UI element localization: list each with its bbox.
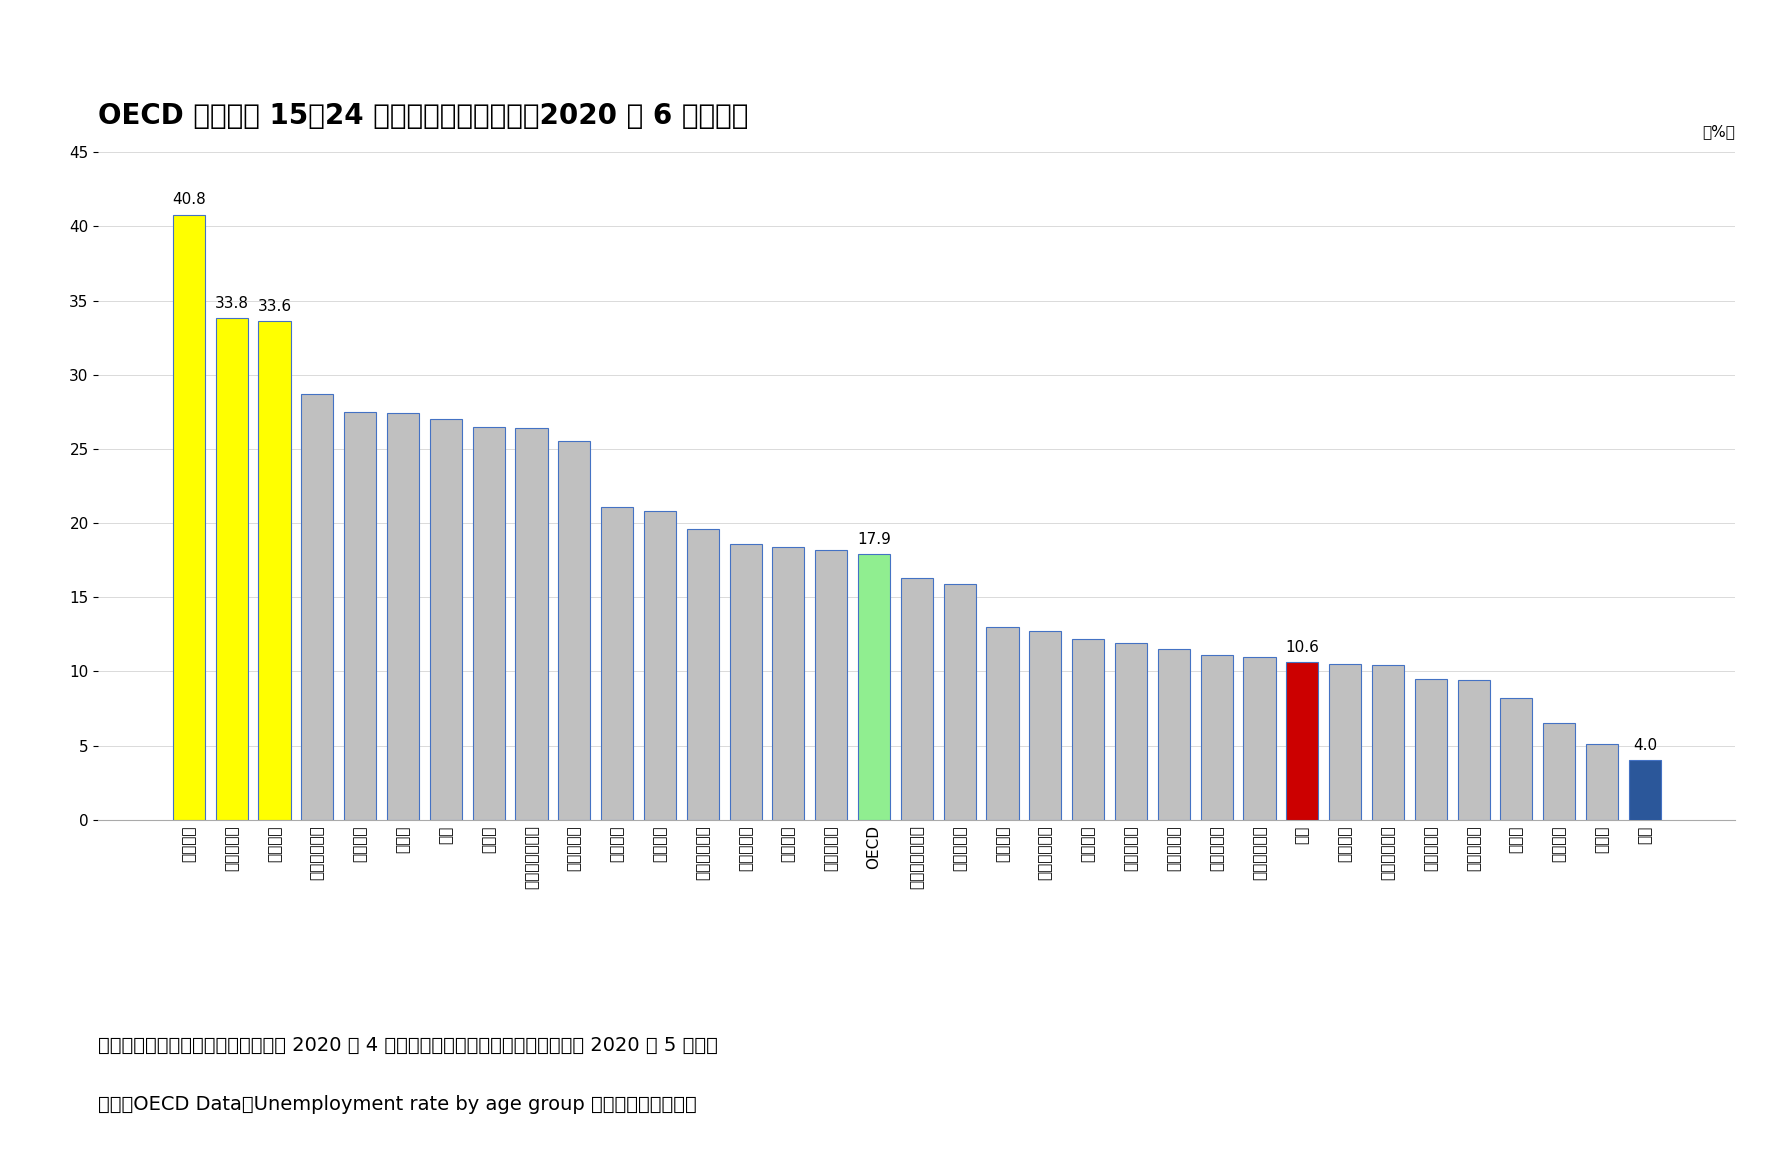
- Bar: [216, 319, 247, 820]
- Text: 注）ギリシャ、トルコ、イギリスは 2020 年 4 月、ハンガリー、ノルウェー、チリは 2020 年 5 月基準: 注）ギリシャ、トルコ、イギリスは 2020 年 4 月、ハンガリー、ノルウェー、…: [98, 1036, 717, 1055]
- Bar: [472, 426, 504, 820]
- Text: 17.9: 17.9: [857, 532, 891, 547]
- Bar: [343, 412, 376, 820]
- Bar: [1415, 679, 1447, 820]
- Bar: [816, 549, 848, 820]
- Text: 出所）OECD Data：Unemployment rate by age group を利用して筆者作成: 出所）OECD Data：Unemployment rate by age gr…: [98, 1095, 698, 1114]
- Bar: [1628, 760, 1660, 820]
- Bar: [301, 393, 333, 820]
- Bar: [1157, 649, 1190, 820]
- Bar: [601, 507, 633, 820]
- Bar: [429, 419, 462, 820]
- Bar: [986, 626, 1018, 820]
- Bar: [1544, 724, 1576, 820]
- Bar: [515, 429, 547, 820]
- Bar: [174, 214, 206, 820]
- Text: 4.0: 4.0: [1633, 738, 1657, 753]
- Bar: [1286, 663, 1318, 820]
- Bar: [902, 578, 932, 820]
- Bar: [1458, 680, 1490, 820]
- Text: 10.6: 10.6: [1285, 641, 1318, 655]
- Bar: [773, 547, 805, 820]
- Bar: [644, 512, 676, 820]
- Bar: [1200, 655, 1233, 820]
- Bar: [1587, 744, 1617, 820]
- Text: 40.8: 40.8: [172, 192, 206, 207]
- Bar: [386, 413, 419, 820]
- Bar: [687, 529, 719, 820]
- Text: 33.6: 33.6: [258, 299, 292, 314]
- Bar: [1115, 643, 1147, 820]
- Text: OECD 加盟国の 15〜24 歳年齢階層の失業率（2020 年 6 月基準）: OECD 加盟国の 15〜24 歳年齢階層の失業率（2020 年 6 月基準）: [98, 102, 750, 130]
- Bar: [1072, 638, 1104, 820]
- Bar: [1329, 664, 1361, 820]
- Bar: [1243, 657, 1276, 820]
- Text: （%）: （%）: [1703, 124, 1735, 139]
- Bar: [1372, 665, 1404, 820]
- Bar: [859, 554, 891, 820]
- Text: 33.8: 33.8: [215, 296, 249, 311]
- Bar: [943, 584, 975, 820]
- Bar: [258, 321, 290, 820]
- Bar: [730, 543, 762, 820]
- Bar: [1029, 631, 1061, 820]
- Bar: [1501, 698, 1533, 820]
- Bar: [558, 441, 590, 820]
